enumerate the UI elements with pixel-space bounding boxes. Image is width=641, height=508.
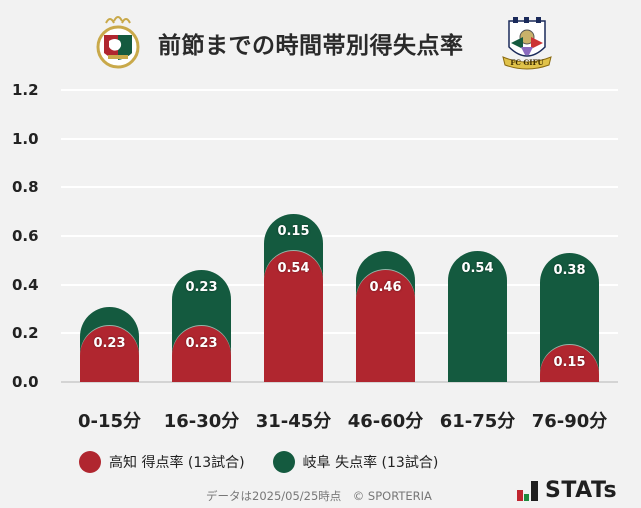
fc-gifu-crest-logo-icon: FC GIFU xyxy=(502,17,552,70)
x-axis-baseline xyxy=(61,381,618,383)
bar-value-label-away: 0.54 xyxy=(461,260,494,276)
data-source-note: データは2025/05/25時点 © SPORTERIA xyxy=(206,489,432,503)
y-tick-label: 0.8 xyxy=(12,178,39,197)
bar-segment-home xyxy=(540,345,599,382)
y-tick-label: 0.2 xyxy=(12,324,39,343)
chart-plot-area: 0.0 0.2 0.4 0.6 0.8 1.0 1.2 0.23 0.23 0.23 0.15 0.5… xyxy=(12,80,618,391)
bar-segment-home xyxy=(172,325,231,382)
x-tick-label: 31-45分 xyxy=(255,411,332,432)
bar-value-label-home: 0.15 xyxy=(553,355,586,371)
x-tick-label: 61-75分 xyxy=(439,411,516,432)
chart-legend: 高知 得点率 (13試合) 岐阜 失点率 (13試合) xyxy=(79,450,466,474)
legend-item-away: 岐阜 失点率 (13試合) xyxy=(272,451,439,473)
chart-header: 前節までの時間帯別得失点率 FC GIFU xyxy=(0,0,641,82)
bar-value-label-home: 0.23 xyxy=(185,335,218,351)
gridline xyxy=(61,234,618,237)
legend-label: 岐阜 失点率 (13試合) xyxy=(302,455,439,471)
chart-title: 前節までの時間帯別得失点率 xyxy=(158,33,464,59)
stats-bars-icon xyxy=(517,480,538,501)
gridline xyxy=(61,137,618,140)
x-tick-label: 16-30分 xyxy=(163,411,240,432)
stats-brand-text: STATs xyxy=(545,478,618,503)
x-tick-label: 76-90分 xyxy=(531,411,608,432)
y-tick-label: 1.0 xyxy=(12,129,39,148)
gridline xyxy=(61,332,618,335)
bar-segment-home xyxy=(356,269,415,382)
svg-text:FC GIFU: FC GIFU xyxy=(510,58,543,67)
gridline xyxy=(61,186,618,189)
bar-value-label-away: 0.23 xyxy=(185,279,218,295)
y-tick-label: 0.4 xyxy=(12,275,39,294)
gridline xyxy=(61,283,618,286)
y-tick-label: 0.6 xyxy=(12,226,39,245)
stats-brand-logo: STATs xyxy=(517,478,617,503)
kochi-crest-logo-icon xyxy=(96,16,140,69)
bar-value-label-home: 0.54 xyxy=(277,260,310,276)
x-tick-label: 0-15分 xyxy=(77,411,142,432)
legend-swatch-icon xyxy=(272,451,295,473)
x-tick-label: 46-60分 xyxy=(347,411,424,432)
legend-item-home: 高知 得点率 (13試合) xyxy=(79,451,245,473)
bar-value-label-home: 0.23 xyxy=(93,335,126,351)
bar-value-label-home: 0.46 xyxy=(369,279,402,295)
y-tick-label: 0.0 xyxy=(12,373,39,391)
y-tick-label: 1.2 xyxy=(12,80,39,99)
legend-swatch-icon xyxy=(79,451,101,473)
bar-segment-away xyxy=(448,250,507,382)
gridline xyxy=(61,88,618,91)
legend-label: 高知 得点率 (13試合) xyxy=(109,455,245,471)
bar-value-label-away: 0.15 xyxy=(277,223,310,239)
bar-value-label-away: 0.38 xyxy=(553,262,586,278)
bar-segment-home xyxy=(264,250,323,382)
bar-segment-home xyxy=(80,325,139,382)
